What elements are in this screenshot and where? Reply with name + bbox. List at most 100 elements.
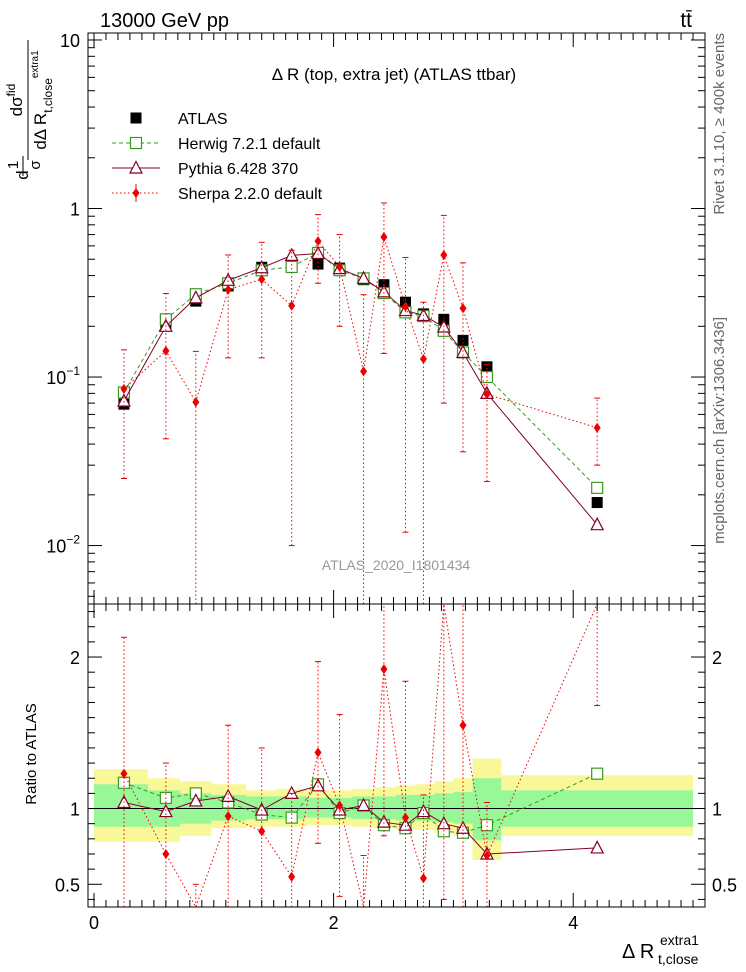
ratio-sherpa-point <box>162 848 170 859</box>
ratio-y-tick-label-left: 2 <box>70 648 80 668</box>
main-sherpa-point <box>192 397 200 408</box>
ratio-frame <box>87 603 706 908</box>
ratio-y-tick-label-left: 0.5 <box>55 875 80 895</box>
ratio-y-tick-label-right: 1 <box>712 800 722 820</box>
ratio-pythia-point <box>590 840 605 854</box>
main-pythia-point <box>590 516 605 531</box>
ratio-sherpa-point <box>314 747 322 758</box>
ratio-pythia-point <box>188 793 203 807</box>
ratio-sherpa-point <box>258 826 266 837</box>
ratio-uncertainty-bands <box>88 758 705 861</box>
ratio-pythia-line <box>123 785 598 855</box>
main-y-tick-label: 1 <box>70 200 80 220</box>
ylabel-sigma: σ <box>27 160 44 170</box>
legend-sherpa-marker <box>132 188 140 198</box>
x-label-sub: t,close <box>658 951 699 967</box>
ratio-band-inner <box>434 793 454 823</box>
legend-herwig-label: Herwig 7.2.1 default <box>178 136 321 153</box>
plot-title: Δ R (top, extra jet) (ATLAS ttbar) <box>272 65 516 84</box>
ratio-y-tick-label-right: 2 <box>712 648 722 668</box>
ratio-y-tick-label-left: 1 <box>70 800 80 820</box>
ratio-sherpa-point <box>224 811 232 822</box>
energy-label: 13000 GeV pp <box>100 10 229 32</box>
ratio-band-inner <box>306 797 331 818</box>
main-sherpa-point <box>380 231 388 242</box>
ratio-band-inner <box>276 796 307 820</box>
ratio-sherpa-point <box>120 768 128 779</box>
ratio-sherpa-line <box>123 603 598 909</box>
legend-atlas-label: ATLAS <box>178 111 228 128</box>
ratio-pythia-point <box>356 797 371 812</box>
ratio-sherpa-point <box>459 720 467 731</box>
x-label-sup: extra1 <box>660 932 699 948</box>
ylabel-top: dσfid <box>4 84 26 117</box>
ylabel-one: 1 <box>5 161 22 169</box>
main-y-tick-label: 10−2 <box>46 533 80 557</box>
main-atlas-point <box>591 497 603 509</box>
legend-pythia-marker <box>129 160 143 174</box>
main-sherpa-point <box>336 261 344 272</box>
main-atlas-point <box>312 258 324 270</box>
main-pythia-line <box>123 252 598 526</box>
x-tick-label: 4 <box>568 913 578 933</box>
ratio-sherpa-point <box>419 873 427 884</box>
ratio-herwig-point <box>591 767 604 780</box>
main-marks <box>116 202 605 605</box>
ratio-sherpa-point <box>483 850 491 861</box>
ratio-sherpa-point <box>401 812 409 823</box>
ratio-pythia-point <box>254 802 269 816</box>
main-sherpa-point <box>288 300 296 311</box>
main-pythia-point <box>356 270 371 284</box>
side-label-top: Rivet 3.1.10, ≥ 400k events <box>711 33 728 215</box>
analysis-id: ATLAS_2020_I1801434 <box>322 557 471 573</box>
ratio-herwig-point <box>480 819 494 832</box>
ratio-sherpa-point <box>288 871 296 882</box>
main-panel: 10 1 10−1 10−2 Δ R (top, extra jet) (ATLAS … <box>4 31 706 605</box>
main-y-label-group: d1σdσfiddΔ Rt,closeextra1 <box>4 40 55 180</box>
main-sherpa-point <box>483 389 491 400</box>
main-atlas-point <box>481 361 493 373</box>
main-axes: 10 1 10−1 10−2 <box>46 31 705 604</box>
legend-sherpa-label: Sherpa 2.2.0 default <box>178 186 323 203</box>
ratio-sherpa-point <box>380 664 388 675</box>
ratio-axes: 0.5 0.5 1 1 2 2 0 2 4 <box>55 604 737 933</box>
main-sherpa-point <box>440 249 448 260</box>
main-herwig-point <box>591 481 604 494</box>
main-atlas-point <box>457 334 469 346</box>
main-herwig-point <box>285 260 298 274</box>
main-sherpa-point <box>593 422 601 433</box>
legend: ATLAS Herwig 7.2.1 default Pythia 6.428 37… <box>112 111 323 203</box>
legend-herwig-marker <box>129 136 143 150</box>
main-sherpa-point <box>224 284 232 295</box>
main-y-axis-label: d1σdσfiddΔ Rt,closeextra1 <box>4 40 55 180</box>
ratio-sherpa-point <box>336 800 344 811</box>
x-tick-label: 0 <box>89 913 99 933</box>
main-sherpa-point <box>360 366 368 377</box>
ratio-band-inner <box>373 796 396 820</box>
ratio-herwig-line <box>123 773 598 834</box>
main-sherpa-point <box>401 301 409 312</box>
main-sherpa-point <box>162 345 170 356</box>
ratio-y-tick-label-right: 0.5 <box>712 875 737 895</box>
main-y-tick-label: 10 <box>60 31 80 51</box>
main-sherpa-point <box>459 303 467 314</box>
main-y-tick-label: 10−1 <box>46 364 80 388</box>
main-sherpa-point <box>419 353 427 364</box>
ratio-pythia-point <box>221 788 236 803</box>
ratio-marks <box>116 603 605 909</box>
x-tick-label: 2 <box>329 913 339 933</box>
process-label: tt̄ <box>680 9 692 32</box>
main-sherpa-point <box>258 274 266 285</box>
x-label-main: Δ R <box>622 941 654 963</box>
legend-pythia-label: Pythia 6.428 370 <box>178 161 298 178</box>
ratio-band-inner <box>395 794 416 821</box>
ylabel-bottom: dΔ Rt,closeextra1 <box>30 50 55 150</box>
ratio-y-axis-label: Ratio to ATLAS <box>23 703 40 804</box>
ratio-band-inner <box>453 791 473 824</box>
main-sherpa-point <box>314 236 322 247</box>
legend-atlas-marker <box>130 112 142 124</box>
ratio-pythia-point <box>456 820 470 834</box>
